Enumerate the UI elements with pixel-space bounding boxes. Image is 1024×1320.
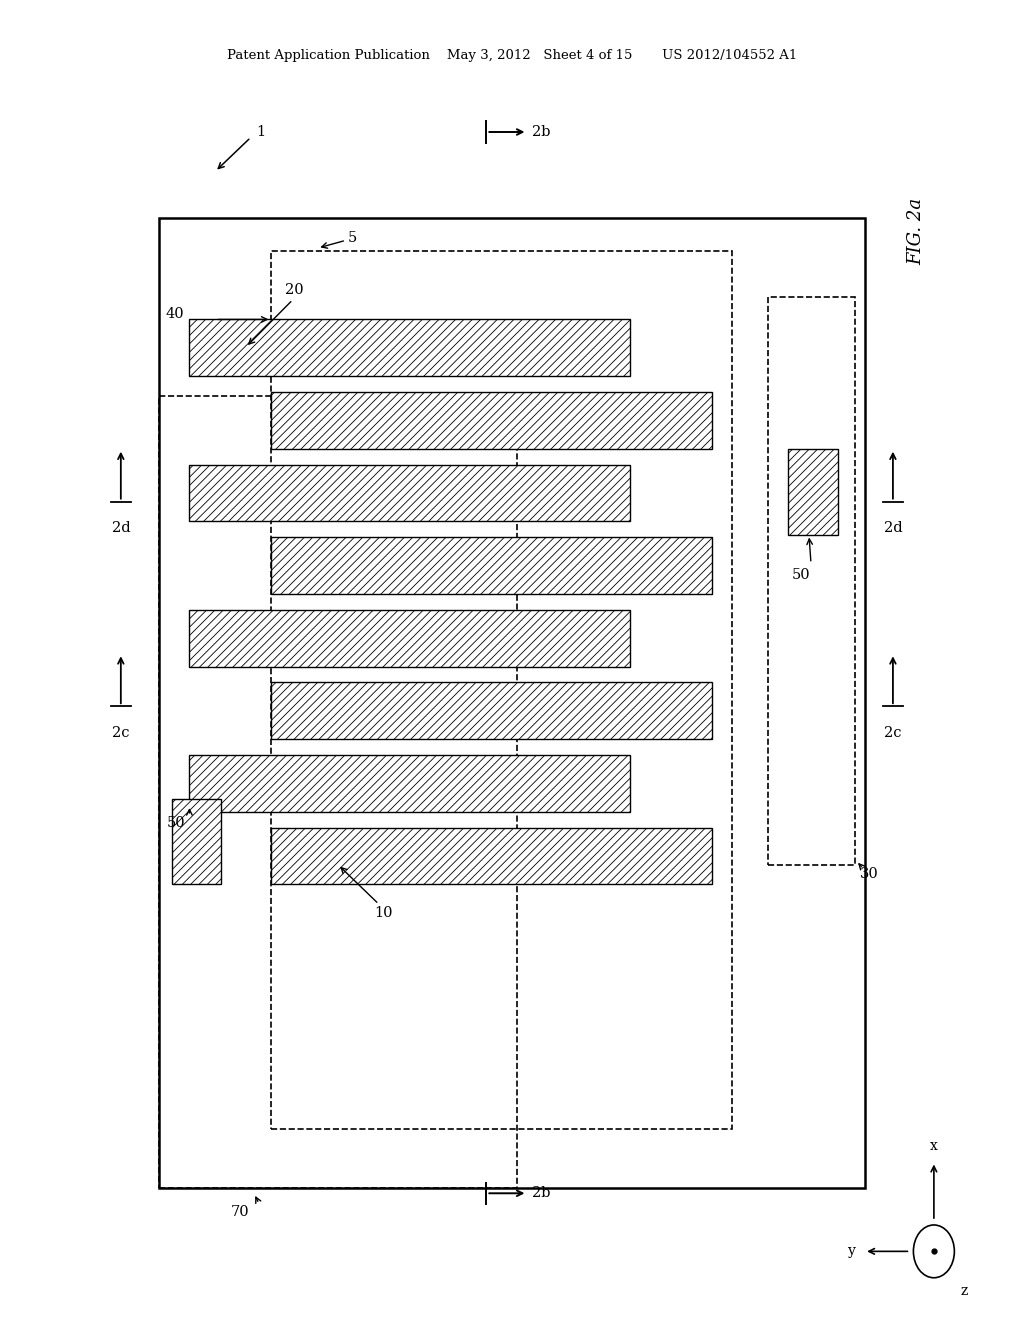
Text: 2b: 2b <box>532 1187 551 1200</box>
Text: 50: 50 <box>792 568 810 582</box>
Bar <box>189 319 630 376</box>
Bar <box>189 755 630 812</box>
Text: y: y <box>848 1245 856 1258</box>
Text: FIG. 2a: FIG. 2a <box>907 198 926 264</box>
Text: 40: 40 <box>166 308 184 321</box>
Text: 2c: 2c <box>112 726 130 741</box>
Text: z: z <box>961 1284 969 1298</box>
Text: 70: 70 <box>230 1205 249 1218</box>
Text: 1: 1 <box>256 125 265 139</box>
Bar <box>189 610 630 667</box>
Bar <box>271 251 732 1129</box>
Bar <box>768 297 855 865</box>
Text: 30: 30 <box>860 867 879 880</box>
Text: 10: 10 <box>374 907 392 920</box>
Text: 20: 20 <box>285 284 303 297</box>
Text: 2b: 2b <box>532 125 551 139</box>
Text: 2c: 2c <box>884 726 902 741</box>
Bar <box>159 396 517 1188</box>
Text: 2d: 2d <box>884 521 902 536</box>
Text: 2d: 2d <box>112 521 130 536</box>
Bar <box>271 682 712 739</box>
Bar <box>271 537 712 594</box>
Text: 50: 50 <box>167 816 185 830</box>
Bar <box>189 465 630 521</box>
Bar <box>271 392 712 449</box>
Text: Patent Application Publication    May 3, 2012   Sheet 4 of 15       US 2012/1045: Patent Application Publication May 3, 20… <box>227 49 797 62</box>
Bar <box>271 828 712 884</box>
Bar <box>159 218 865 1188</box>
Text: 5: 5 <box>348 231 357 244</box>
Bar <box>172 799 221 884</box>
Bar <box>788 449 838 535</box>
Text: x: x <box>930 1139 938 1152</box>
